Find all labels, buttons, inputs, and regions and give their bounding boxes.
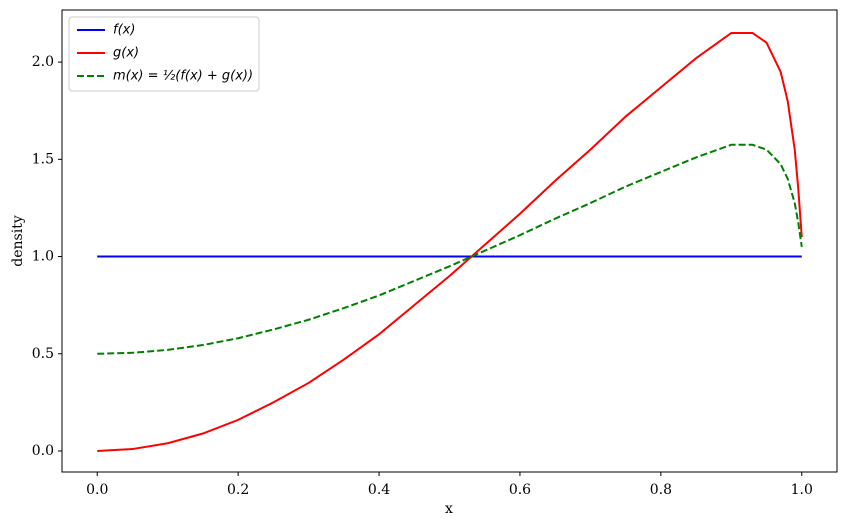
y-tick-label: 0.0 [32,443,54,459]
x-tick-label: 0.8 [650,482,672,498]
legend-label: g(x) [113,46,139,61]
legend-label: f(x) [113,23,135,38]
y-tick-label: 0.5 [32,346,54,362]
x-tick-label: 0.6 [509,482,531,498]
y-tick-label: 1.0 [32,249,54,265]
x-tick-label: 1.0 [791,482,813,498]
legend: f(x) g(x) m(x) = ½(f(x) + g(x)) [68,16,260,92]
legend-box [68,16,260,92]
y-tick-label: 1.5 [32,151,54,167]
x-tick-label: 0.2 [227,482,249,498]
data-line [97,31,803,452]
x-axis-label: x [445,501,453,517]
y-axis-label: density [10,215,26,267]
data-line [97,143,803,355]
legend-label: m(x) = ½(f(x) + g(x)) [113,69,253,84]
y-tick-label: 2.0 [32,54,54,70]
x-tick-label: 0.4 [368,482,390,498]
plot-frame [61,9,838,473]
x-tick-label: 0.0 [86,482,108,498]
